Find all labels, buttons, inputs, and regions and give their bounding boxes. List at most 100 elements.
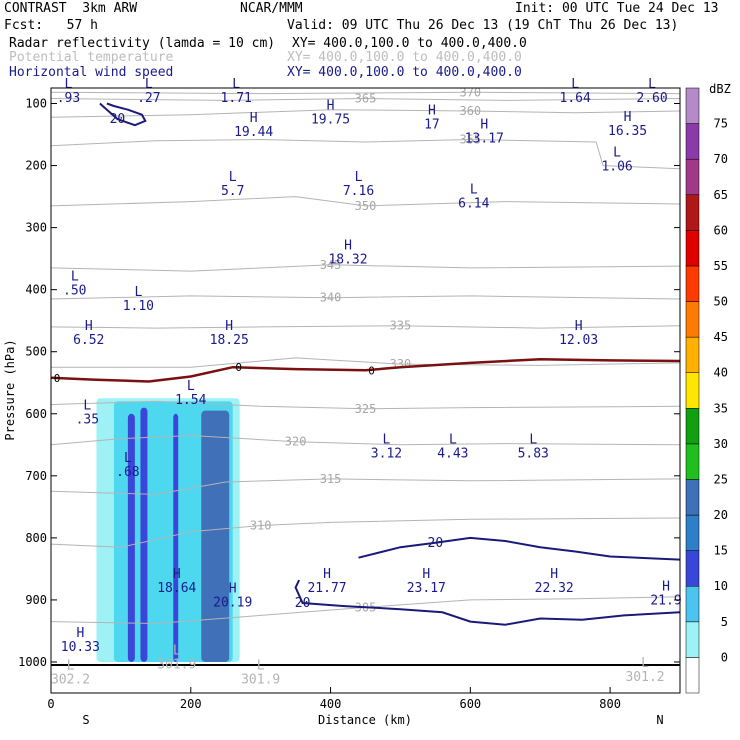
hl-value: .27	[137, 91, 160, 106]
theta-contour-360	[51, 109, 680, 118]
field3-name: Horizontal wind speed	[9, 65, 174, 80]
theta-contour-330	[51, 357, 680, 368]
hl-value: 6.14	[458, 196, 489, 211]
theta-contour-label: 345	[320, 258, 342, 272]
wind-contour-2	[99, 102, 147, 127]
hl-value: 18.64	[157, 581, 196, 596]
colorbar-label: 65	[714, 188, 728, 202]
hl-value: 7.16	[343, 184, 374, 199]
hl-value: 1.64	[560, 91, 591, 106]
wind-contour-1	[294, 579, 680, 626]
hl-letter: L	[187, 379, 195, 394]
hl-letter: L	[173, 644, 181, 659]
colorbar-label: 50	[714, 295, 728, 309]
hl-value: 17	[424, 118, 440, 133]
hl-value: .93	[57, 91, 80, 106]
hl-value: 301.9	[157, 658, 196, 673]
y-tick-label: 500	[25, 345, 47, 359]
hl-letter: H	[422, 567, 430, 582]
hl-letter: H	[550, 567, 558, 582]
colorbar-swatch-14	[685, 158, 700, 196]
reflectivity-cell-2	[127, 413, 135, 662]
valid-time: Valid: 09 UTC Thu 26 Dec 13 (19 ChT Thu …	[287, 18, 679, 33]
hl-letter: H	[76, 626, 84, 641]
hl-letter: L	[355, 170, 363, 185]
field1-name: Radar reflectivity (lamda = 10 cm)	[9, 36, 276, 51]
colorbar-label: 35	[714, 401, 728, 415]
field3-xy: XY= 400.0,100.0 to 400.0,400.0	[287, 65, 522, 80]
hl-letter: L	[257, 658, 265, 673]
colorbar: 0 5 10 15 20 25 30 35 40 45 50 55 60 65 70 75	[685, 87, 728, 694]
hl-value: .50	[63, 283, 86, 298]
hl-value: 10.33	[61, 640, 100, 655]
hl-value: 3.12	[371, 447, 402, 462]
freezing-level-line	[51, 357, 680, 383]
field1-xy: XY= 400.0,100.0 to 400.0,400.0	[292, 36, 527, 51]
hl-letter: H	[428, 104, 436, 119]
colorbar-swatch-12	[685, 230, 700, 267]
reflectivity-cell-3	[140, 407, 148, 662]
hl-letter: L	[613, 145, 621, 160]
wind-contour-label: 20	[295, 596, 311, 611]
theta-contour-310	[51, 517, 680, 548]
x-tick-label: 600	[459, 697, 481, 711]
hl-value: 20.19	[213, 595, 252, 610]
theta-contour-label: 310	[250, 518, 272, 532]
hl-value: 18.25	[210, 333, 249, 348]
theta-contour-345	[51, 264, 680, 272]
hl-letter: L	[449, 433, 457, 448]
hl-value: 6.52	[73, 333, 104, 348]
x-axis-title: Distance (km)	[318, 713, 412, 727]
hl-letter: L	[529, 433, 537, 448]
wind-contour-0	[358, 536, 680, 561]
hl-value: 19.44	[234, 125, 273, 140]
reflectivity-layer	[96, 398, 240, 662]
theta-contour-370	[51, 91, 680, 95]
freezing-level-label: 0	[368, 364, 375, 377]
reflectivity-cell-4	[173, 413, 179, 662]
colorbar-swatch-3	[685, 550, 700, 587]
hl-letter: L	[134, 285, 142, 300]
colorbar-label: 70	[714, 152, 728, 166]
x-tick-label: 400	[320, 697, 342, 711]
theta-contour-label: 315	[320, 472, 342, 486]
colorbar-swatch-13	[685, 194, 700, 231]
wind-speed-layer: 20 20 20	[99, 102, 680, 626]
colorbar-label: 55	[714, 259, 728, 273]
colorbar-label: 75	[714, 117, 728, 131]
colorbar-swatch-7	[685, 408, 700, 445]
y-tick-label: 1000	[18, 655, 47, 669]
init-time: Init: 00 UTC Tue 24 Dec 13	[515, 1, 719, 16]
colorbar-swatch-8	[685, 372, 700, 409]
model-title: CONTRAST 3km ARW	[4, 1, 138, 16]
hl-value: 5.83	[518, 447, 549, 462]
freezing-level-label: 0	[235, 361, 242, 374]
theta-contour-335	[51, 325, 680, 329]
colorbar-label: 5	[721, 615, 728, 629]
x-end-label-left: S	[82, 713, 89, 727]
y-tick-label: 700	[25, 469, 47, 483]
colorbar-swatch-5	[685, 479, 700, 516]
theta-contour-label: 350	[355, 199, 377, 213]
colorbar-swatch-9	[685, 336, 700, 373]
theta-contour-label: 355	[459, 133, 481, 147]
theta-contour-label: 335	[390, 319, 412, 333]
y-tick-label: 200	[25, 159, 47, 173]
wind-contour-label: 20	[110, 112, 126, 127]
hl-value: 2.60	[636, 91, 667, 106]
freezing-level-label: 0	[54, 372, 61, 385]
reflectivity-cell-5	[201, 410, 230, 662]
hl-letter: L	[124, 451, 132, 466]
theta-contour-340	[51, 295, 680, 300]
freezing-level-layer: 0 0 0	[51, 357, 680, 385]
hl-value: 19.75	[311, 113, 350, 128]
colorbar-label: 0	[721, 650, 728, 664]
hl-letter: L	[71, 269, 79, 284]
colorbar-unit: dBZ	[709, 82, 731, 96]
colorbar-swatch-11	[685, 265, 700, 302]
colorbar-swatch-4	[685, 514, 700, 551]
colorbar-label: 60	[714, 223, 728, 237]
